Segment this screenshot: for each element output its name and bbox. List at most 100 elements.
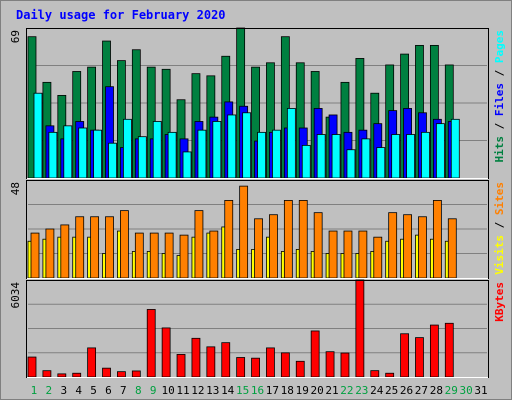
bar-kbytes-day-17	[266, 347, 275, 378]
x-tick-label-5: 5	[90, 384, 97, 397]
x-tick-label-1: 1	[31, 384, 38, 397]
bar-kbytes-day-18	[280, 352, 290, 378]
bar-pages-day-9	[152, 121, 162, 179]
bar-kbytes-day-25	[385, 372, 395, 378]
bar-pages-day-13	[212, 121, 222, 179]
x-tick-label-4: 4	[75, 384, 82, 397]
x-tick-label-20: 20	[310, 384, 323, 397]
bar-pages-day-2	[48, 131, 58, 179]
bar-pages-day-6	[108, 142, 117, 179]
bar-pages-day-24	[376, 147, 386, 179]
x-tick-label-2: 2	[46, 384, 53, 397]
bar-sites-day-6	[105, 216, 114, 279]
x-tick-label-13: 13	[206, 384, 219, 397]
bar-sites-day-17	[269, 214, 278, 279]
bar-pages-day-5	[93, 129, 103, 179]
legend-entry-hits-files-pages-2: Files	[493, 83, 506, 116]
bar-pages-day-4	[78, 127, 88, 179]
bar-kbytes-day-10	[161, 327, 171, 378]
bar-sites-day-3	[60, 224, 70, 279]
bar-sites-day-23	[358, 230, 368, 279]
x-tick-label-23: 23	[355, 384, 368, 397]
bar-pages-day-16	[257, 131, 266, 179]
legend-entry-hits-files-pages-0: Hits	[493, 136, 506, 163]
bar-pages-day-28	[435, 123, 445, 179]
x-tick-label-28: 28	[430, 384, 443, 397]
bar-kbytes-day-27	[415, 337, 424, 378]
x-tick-label-15: 15	[236, 384, 249, 397]
bar-pages-day-8	[137, 136, 147, 179]
bar-pages-day-14	[227, 114, 237, 179]
bar-sites-day-9	[149, 232, 159, 279]
bar-sites-day-2	[45, 228, 55, 279]
bar-kbytes-day-9	[146, 309, 156, 378]
bar-sites-day-19	[298, 200, 308, 279]
bar-kbytes-day-20	[310, 330, 320, 378]
x-tick-label-8: 8	[135, 384, 142, 397]
bar-kbytes-day-14	[221, 342, 231, 378]
x-tick-label-11: 11	[176, 384, 189, 397]
bar-kbytes-day-6	[102, 367, 111, 378]
bar-pages-day-27	[421, 131, 430, 179]
bar-kbytes-day-22	[340, 352, 350, 378]
bar-pages-day-29	[450, 118, 460, 179]
x-tick-label-29: 29	[445, 384, 458, 397]
x-tick-label-25: 25	[385, 384, 398, 397]
x-tick-label-17: 17	[266, 384, 279, 397]
bar-pages-day-25	[391, 134, 401, 179]
bar-sites-day-11	[179, 234, 189, 279]
x-tick-label-19: 19	[296, 384, 309, 397]
legend-entry-hits-files-pages-1: /	[493, 116, 506, 136]
legend-entry-hits-files-pages-3: /	[493, 63, 506, 83]
bar-sites-day-15	[239, 185, 249, 279]
bar-sites-day-4	[75, 216, 85, 279]
bar-kbytes-day-8	[131, 370, 141, 378]
bar-sites-day-18	[283, 200, 293, 279]
x-tick-label-16: 16	[251, 384, 264, 397]
bar-pages-day-22	[346, 149, 356, 179]
bar-sites-day-28	[432, 200, 442, 279]
bar-pages-day-19	[301, 144, 311, 179]
x-tick-label-12: 12	[191, 384, 204, 397]
bar-kbytes-day-1	[27, 356, 37, 378]
legend-entry-hits-files-pages-4: Pages	[493, 30, 506, 63]
bar-sites-day-10	[164, 232, 174, 279]
bar-pages-day-15	[242, 112, 252, 179]
x-tick-label-7: 7	[120, 384, 127, 397]
x-tick-label-14: 14	[221, 384, 235, 397]
x-tick-label-30: 30	[460, 384, 473, 397]
bar-kbytes-day-16	[251, 357, 260, 378]
bar-sites-day-26	[403, 214, 412, 279]
bar-pages-day-23	[361, 138, 371, 179]
ymax-label-kbytes: 6034	[9, 282, 22, 309]
bar-sites-day-25	[388, 212, 398, 279]
bar-pages-day-11	[182, 151, 192, 179]
legend-entry-visits-sites-2: Sites	[493, 182, 506, 215]
bar-sites-day-22	[343, 230, 353, 279]
bar-sites-day-8	[134, 232, 144, 279]
bar-pages-day-20	[316, 134, 326, 179]
bar-kbytes-day-19	[295, 360, 305, 378]
bar-kbytes-day-23	[355, 279, 365, 378]
x-tick-label-10: 10	[161, 384, 174, 397]
bar-pages-day-12	[197, 129, 207, 179]
legend-kbytes: KBytes	[493, 282, 506, 322]
bar-kbytes-day-5	[87, 347, 97, 378]
x-tick-label-3: 3	[60, 384, 67, 397]
bar-sites-day-27	[418, 216, 427, 279]
bar-sites-day-21	[328, 230, 338, 279]
x-tick-label-18: 18	[281, 384, 294, 397]
x-tick-label-9: 9	[150, 384, 157, 397]
bar-kbytes-day-29	[444, 322, 454, 378]
legend-hits-files-pages: Hits / Files / Pages	[493, 30, 506, 163]
legend-entry-visits-sites-1: /	[493, 215, 506, 235]
bar-kbytes-day-21	[325, 351, 335, 378]
x-tick-label-27: 27	[415, 384, 428, 397]
bar-pages-day-18	[286, 108, 296, 179]
bar-sites-day-13	[209, 230, 219, 279]
bar-pages-day-26	[406, 134, 415, 179]
bar-kbytes-day-24	[370, 370, 380, 378]
bar-sites-day-5	[90, 216, 100, 279]
